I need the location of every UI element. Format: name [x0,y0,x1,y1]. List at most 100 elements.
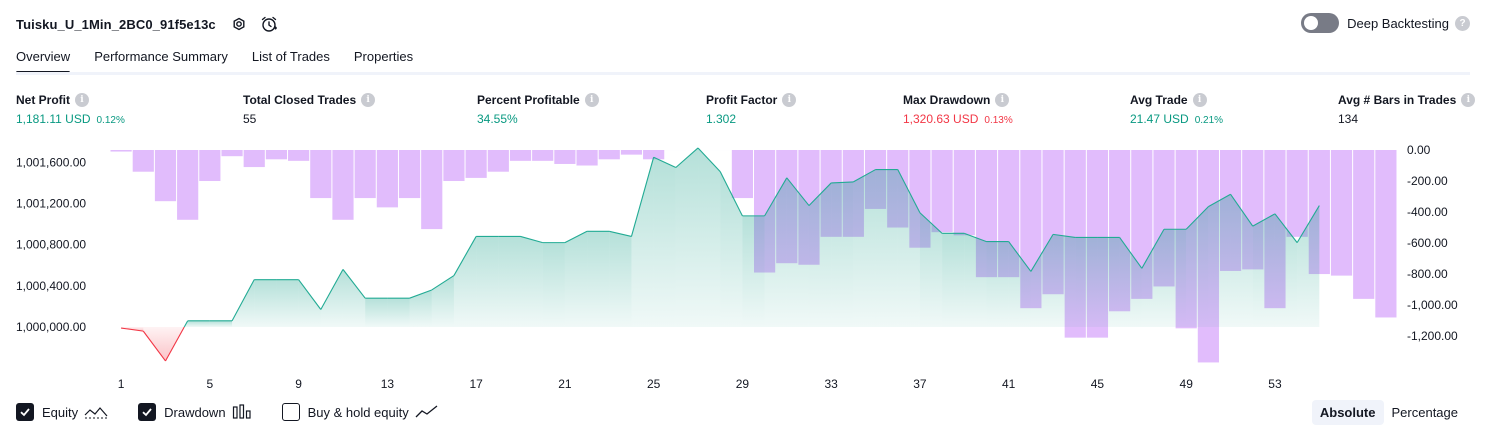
equity-line-segment [831,181,854,184]
drawdown-bar [532,150,554,161]
equity-line-segment [1185,206,1209,230]
equity-fill-positive [1297,205,1320,328]
metric-max-drawdown: Max Drawdown i 1,320.63 USD 0.13% [903,93,1013,126]
deep-backtesting-label: Deep Backtesting [1347,15,1449,31]
equity-fill-positive [1208,194,1231,328]
equity-fill-positive [1097,237,1120,328]
equity-fill-positive [520,236,543,328]
metric-value: 34.55% [477,112,518,126]
equity-line-segment [1141,228,1165,269]
equity-fill-positive [1252,213,1275,328]
drawdown-bar [132,150,154,172]
equity-line-segment [298,279,322,310]
equity-line-segment [719,171,743,217]
buy-hold-checkbox[interactable] [281,403,300,421]
info-icon[interactable]: i [782,93,797,107]
info-icon[interactable]: i [361,93,376,107]
equity-fill-positive [587,231,610,328]
tab-overview[interactable]: Overview [16,47,71,75]
info-icon[interactable]: i [584,93,599,107]
drawdown-bar [265,150,288,160]
drawdown-label: Drawdown [164,404,226,420]
x-tick-label: 13 [381,377,395,391]
equity-fill-positive [897,169,920,328]
right-axis: 0.00 -200.00 -400.00 -600.00 -800.00 -1,000.0… [1407,143,1458,343]
equity-fill-positive [675,147,699,328]
drawdown-bar [288,150,310,161]
equity-area [121,147,1320,362]
metric-percent-profitable: Percent Profitable i 34.55% [477,93,599,126]
equity-fill-positive [875,169,898,328]
equity-line-segment [1208,193,1231,208]
metric-label: Max Drawdown [903,93,991,107]
equity-fill-positive [720,171,743,328]
x-tick-label: 41 [1002,377,1016,391]
strategy-header: Tuisku_U_1Min_2BC0_91f5e13c [16,12,280,36]
drawdown-bar [199,150,221,182]
drawdown-bar [1286,150,1308,237]
metric-value: 1.302 [706,112,737,126]
info-icon[interactable]: i [995,93,1010,107]
equity-line-segment [609,230,632,237]
drawdown-bar [465,150,487,178]
drawdown-bar [931,150,953,233]
scale-toggle: Absolute Percentage [1311,400,1466,425]
equity-line-segment [1030,234,1054,272]
equity-fill-positive [653,157,676,328]
drawdown-bar [487,150,509,172]
absolute-button[interactable]: Absolute [1311,400,1384,425]
drawdown-checkbox[interactable] [138,403,157,421]
line-chart-icon [415,404,439,420]
right-tick-label: 0.00 [1407,143,1431,157]
equity-fill-positive [1119,237,1142,328]
right-tick-label: -200.00 [1407,174,1448,188]
settings-icon[interactable] [228,13,250,35]
equity-line-segment [764,177,788,217]
x-axis: 1 5 9 13 17 21 25 29 33 37 41 45 49 53 [118,377,1282,391]
left-tick-label: 1,000,000.00 [16,320,86,334]
equity-drawdown-chart[interactable]: 1,000,000.00 1,000,400.00 1,000,800.00 1,00… [0,140,1486,392]
equity-fill-negative [143,327,166,361]
x-tick-label: 1 [118,377,125,391]
drawdown-bar [554,150,576,164]
metric-profit-factor: Profit Factor i 1.302 [706,93,797,126]
equity-fill-positive [232,279,255,328]
help-icon[interactable]: ? [1455,15,1470,31]
equity-line-segment [409,289,432,299]
tab-list-of-trades[interactable]: List of Trades [251,49,330,64]
legend-drawdown[interactable]: Drawdown [138,403,251,421]
tab-performance-summary[interactable]: Performance Summary [94,49,228,64]
info-icon[interactable]: i [75,93,89,107]
equity-fill-positive [964,233,987,328]
equity-line-segment [853,169,876,183]
metric-value: 1,320.63 USD [903,112,979,126]
deep-backtesting: Deep Backtesting ? [1301,13,1470,33]
equity-line-segment [653,156,677,168]
metric-label: Avg Trade [1130,93,1188,107]
equity-fill-positive [409,289,432,328]
equity-checkbox[interactable] [16,403,34,421]
equity-fill-positive [698,147,721,328]
equity-fill-positive [1030,234,1054,328]
right-tick-label: -800.00 [1407,267,1448,281]
equity-fill-positive [298,279,321,328]
info-icon[interactable]: i [1461,93,1476,107]
equity-line-segment [964,232,987,243]
legend-buy-hold[interactable]: Buy & hold equity [281,403,439,421]
buy-hold-label: Buy & hold equity [307,404,409,420]
equity-line-segment [183,320,189,328]
metric-value: 21.47 USD [1130,112,1189,126]
alarm-clock-icon[interactable] [258,13,280,35]
left-axis: 1,000,000.00 1,000,400.00 1,000,800.00 1,00… [16,155,86,334]
drawdown-bar [243,150,265,168]
equity-line-segment [1119,237,1143,269]
legend-equity[interactable]: Equity [16,403,108,421]
equity-line-segment [1052,233,1076,239]
info-icon[interactable]: i [1192,93,1207,107]
tab-properties[interactable]: Properties [353,49,414,64]
equity-fill-positive [1141,229,1165,328]
deep-backtesting-toggle[interactable] [1301,13,1340,33]
equity-fill-positive [1274,213,1298,328]
equity-fill-positive [1008,241,1031,328]
percentage-button[interactable]: Percentage [1391,405,1459,420]
